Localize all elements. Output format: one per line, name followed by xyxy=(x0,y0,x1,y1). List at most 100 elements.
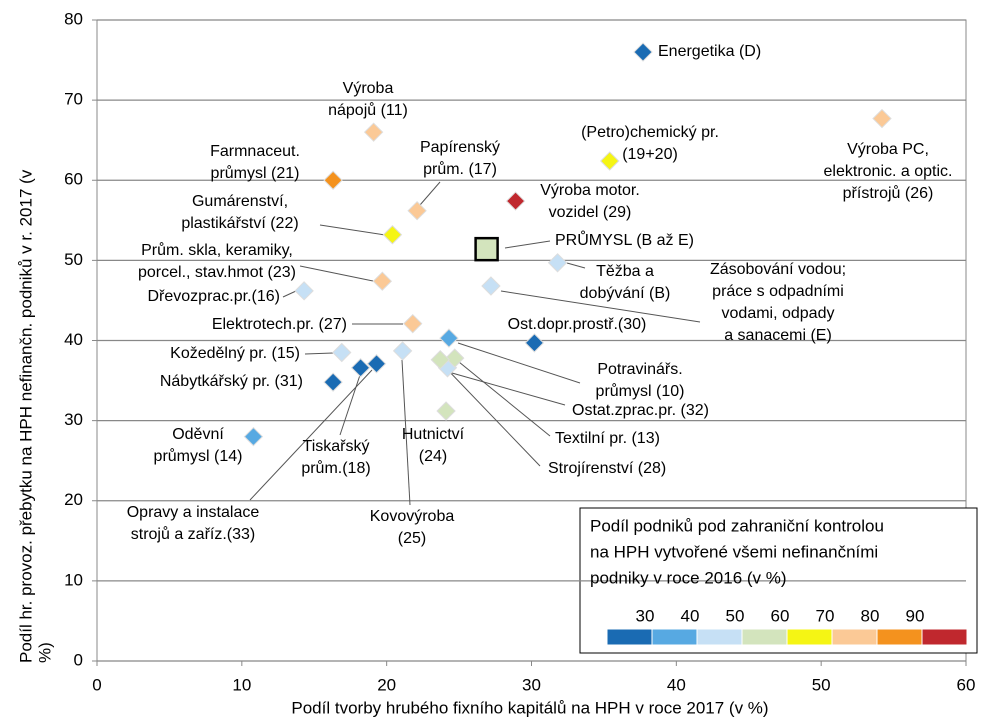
x-tick-label: 50 xyxy=(812,675,831,694)
point-label: nápojů (11) xyxy=(328,101,408,119)
point xyxy=(547,253,568,273)
y-tick-label: 0 xyxy=(74,650,83,669)
legend-tick-label: 70 xyxy=(816,606,835,625)
point xyxy=(382,225,403,245)
leader-line xyxy=(319,224,386,236)
point-label: plastikářství (22) xyxy=(181,215,298,232)
leader-line xyxy=(419,181,441,206)
legend-swatch xyxy=(786,628,833,646)
legend-title: Podíl podniků pod zahraniční kontrolou xyxy=(590,516,884,535)
point-label: Textilní pr. (13) xyxy=(555,430,660,447)
y-tick-label: 40 xyxy=(64,330,83,349)
point xyxy=(323,372,343,392)
legend-title: podniky v roce 2016 (v %) xyxy=(590,568,787,587)
leader-line xyxy=(339,374,361,436)
legend-swatch xyxy=(921,628,968,646)
point xyxy=(403,313,423,334)
point-label: Kožedělný pr. (15) xyxy=(170,345,300,362)
point-label: Ostat.zprac.pr. (32) xyxy=(572,402,709,419)
point-label: průmysl (14) xyxy=(154,447,243,465)
point-label: (Petro)chemický pr. xyxy=(581,124,719,141)
point xyxy=(474,236,499,262)
legend-tick-label: 40 xyxy=(681,606,700,625)
leader-line xyxy=(457,342,581,384)
point-label: Zásobování vodou; xyxy=(710,261,846,278)
point-label: Papírenský xyxy=(420,139,500,156)
point-label: elektronic. a optic. xyxy=(824,163,953,180)
y-tick-label: 50 xyxy=(64,250,83,269)
point-label: Nábytkářský pr. (31) xyxy=(160,373,303,390)
legend-title: na HPH vytvořené všemi nefinančními xyxy=(590,542,878,561)
point-label: prům. (17) xyxy=(423,160,497,178)
point xyxy=(481,276,501,296)
point xyxy=(872,108,892,129)
point-label: Kovovýroba xyxy=(370,508,455,525)
leader-line xyxy=(282,290,297,298)
leader-line xyxy=(401,359,411,506)
point xyxy=(445,348,465,368)
point-label: Farmnaceut. xyxy=(210,143,300,160)
point-label: Výroba motor. xyxy=(540,182,640,199)
point-label: Výroba xyxy=(343,80,394,97)
x-axis-title: Podíl tvorby hrubého fixního kapitálů na… xyxy=(291,698,768,717)
point-label: Oděvní xyxy=(172,426,224,443)
legend-swatch xyxy=(651,628,698,646)
point-label: Strojírenství (28) xyxy=(548,460,666,477)
x-tick-label: 30 xyxy=(522,675,541,694)
y-tick-label: 60 xyxy=(64,170,83,189)
leader-line xyxy=(451,372,566,406)
point-label: (24) xyxy=(419,448,447,465)
leader-line xyxy=(304,352,334,355)
leader-line xyxy=(443,365,541,467)
x-tick-label: 40 xyxy=(667,675,686,694)
point xyxy=(363,122,384,142)
legend-swatch xyxy=(876,628,923,646)
point-label: dobývání (B) xyxy=(580,285,671,302)
legend-swatch xyxy=(696,628,743,646)
point-label: Dřevozprac.pr.(16) xyxy=(148,288,281,305)
point xyxy=(243,426,264,447)
point-label: Elektrotech.pr. (27) xyxy=(212,316,347,333)
point xyxy=(350,358,371,378)
point-label: Výroba PC, xyxy=(847,141,929,158)
point-label: vodami, odpady xyxy=(722,305,835,322)
point-label: (25) xyxy=(398,530,426,547)
legend-swatch xyxy=(831,628,878,646)
point-label: průmysl (10) xyxy=(596,382,685,400)
point-label: PRŮMYSL (B až E) xyxy=(555,230,694,249)
y-axis-title: Podíl hr. provoz. přebytku na HPH nefina… xyxy=(16,169,35,663)
y-tick-label: 20 xyxy=(64,490,83,509)
legend-tick-label: 90 xyxy=(906,606,925,625)
point-label: přístrojů (26) xyxy=(843,184,934,202)
point xyxy=(366,354,387,374)
point-label: práce s odpadními xyxy=(712,283,844,300)
point xyxy=(372,271,393,291)
leader-line xyxy=(500,290,701,323)
point-label: Těžba a xyxy=(596,263,654,280)
x-tick-label: 0 xyxy=(92,675,101,694)
leader-line xyxy=(249,369,373,501)
point xyxy=(633,42,653,62)
leader-line xyxy=(566,262,586,269)
point-label: Energetika (D) xyxy=(658,43,761,60)
point-label: Gumárenství, xyxy=(192,193,288,210)
legend-tick-label: 30 xyxy=(636,606,655,625)
point-label: průmysl (21) xyxy=(211,164,300,182)
y-tick-label: 80 xyxy=(64,9,83,28)
point-label: a sanacemi (E) xyxy=(724,327,832,344)
point xyxy=(505,191,526,211)
point xyxy=(524,333,545,353)
legend-tick-label: 60 xyxy=(771,606,790,625)
x-tick-label: 20 xyxy=(377,675,396,694)
x-tick-label: 10 xyxy=(232,675,251,694)
point-label: Ost.dopr.prostř.(30) xyxy=(508,316,647,333)
point xyxy=(294,281,314,301)
point xyxy=(332,342,352,363)
point-label: strojů a zaříz.(33) xyxy=(131,525,255,543)
point-label: (19+20) xyxy=(622,146,678,163)
legend-tick-label: 80 xyxy=(861,606,880,625)
point-label: Hutnictví xyxy=(402,426,465,443)
point-label: porcel., stav.hmot (23) xyxy=(138,264,296,281)
point xyxy=(600,151,620,171)
